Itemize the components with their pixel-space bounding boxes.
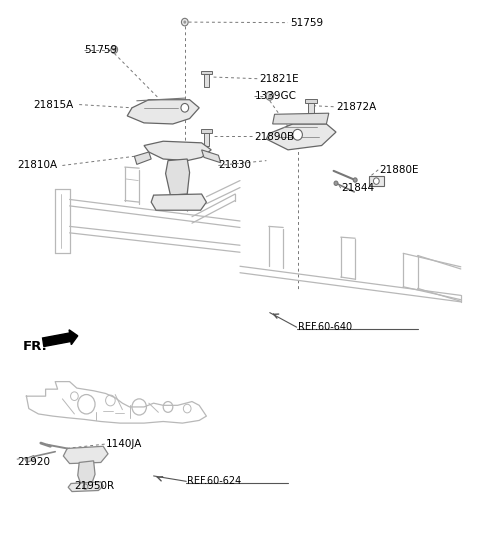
Circle shape [181, 103, 189, 112]
Polygon shape [201, 129, 212, 133]
Text: 21821E: 21821E [259, 74, 299, 84]
Polygon shape [134, 152, 151, 164]
Text: 51759: 51759 [84, 45, 117, 54]
Polygon shape [204, 74, 209, 87]
Polygon shape [144, 141, 211, 161]
Circle shape [268, 94, 271, 98]
Text: 21890B: 21890B [254, 133, 295, 142]
Polygon shape [369, 176, 384, 186]
Circle shape [373, 178, 379, 184]
Circle shape [113, 48, 116, 51]
FancyArrow shape [43, 330, 78, 347]
Text: 51759: 51759 [290, 18, 324, 27]
Polygon shape [151, 194, 206, 210]
Circle shape [181, 18, 188, 26]
Polygon shape [78, 461, 95, 483]
Text: 21920: 21920 [17, 458, 50, 467]
Polygon shape [266, 124, 336, 150]
Polygon shape [166, 159, 190, 195]
Polygon shape [305, 99, 317, 103]
Polygon shape [68, 482, 103, 492]
Polygon shape [204, 133, 209, 146]
Circle shape [111, 46, 118, 53]
Text: 21810A: 21810A [17, 161, 57, 170]
Text: 21830: 21830 [218, 161, 252, 170]
Circle shape [293, 129, 302, 140]
Polygon shape [127, 100, 199, 124]
Polygon shape [201, 71, 212, 74]
Text: 1140JA: 1140JA [106, 439, 142, 449]
Text: 1339GC: 1339GC [254, 91, 296, 101]
Text: 21950R: 21950R [74, 481, 115, 491]
Circle shape [183, 20, 186, 24]
Circle shape [266, 92, 274, 100]
Text: 21815A: 21815A [34, 100, 74, 109]
Polygon shape [273, 113, 329, 124]
Polygon shape [202, 150, 221, 163]
Circle shape [353, 178, 357, 182]
Circle shape [334, 181, 338, 185]
Polygon shape [63, 446, 108, 464]
Polygon shape [25, 455, 35, 462]
Polygon shape [308, 103, 314, 115]
Circle shape [83, 484, 88, 489]
Text: REF.60-640: REF.60-640 [298, 322, 352, 332]
Text: FR.: FR. [23, 340, 48, 353]
Text: 21880E: 21880E [379, 165, 419, 175]
Text: REF.60-624: REF.60-624 [187, 476, 241, 486]
Text: 21872A: 21872A [336, 102, 376, 112]
Text: 21844: 21844 [341, 183, 374, 193]
